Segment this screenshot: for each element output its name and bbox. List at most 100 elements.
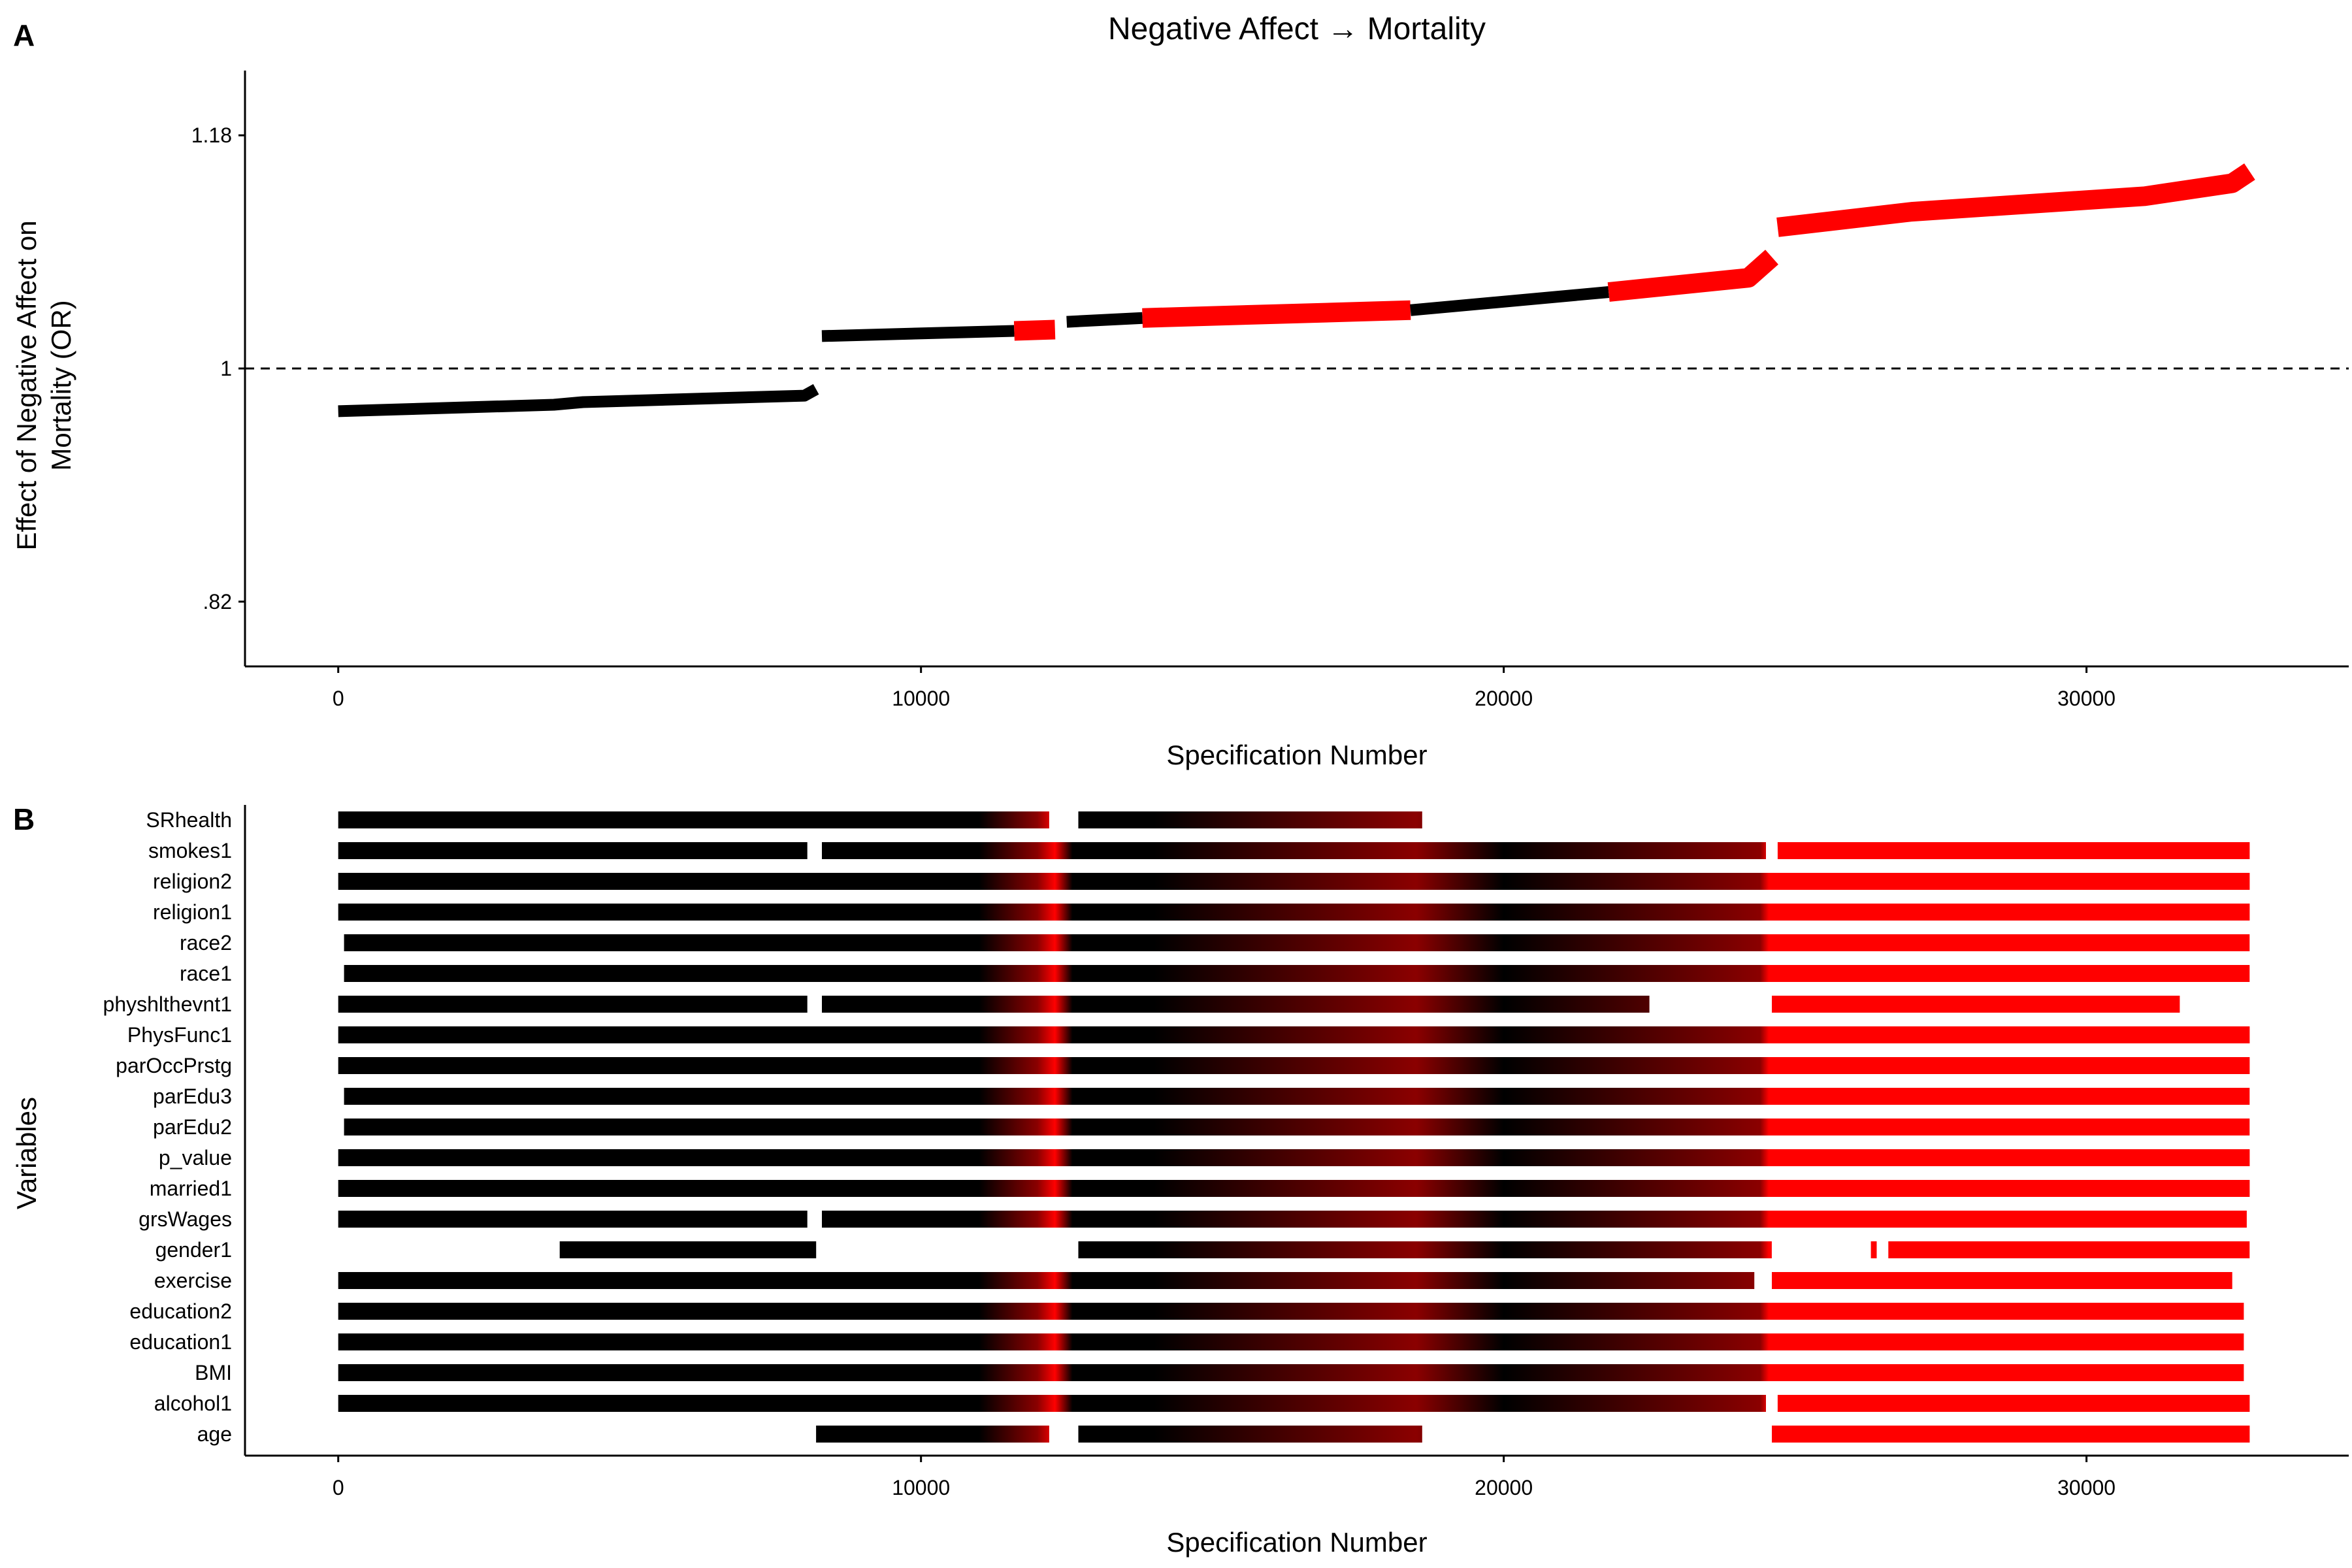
variable-segment bbox=[559, 1241, 817, 1258]
y-tick-label: .82 bbox=[203, 590, 232, 613]
variable-label: alcohol1 bbox=[154, 1392, 232, 1415]
panel-a-y-axis-title-line2: Mortality (OR) bbox=[46, 300, 76, 470]
variable-segment bbox=[338, 1303, 2244, 1320]
variable-segment bbox=[338, 1395, 1767, 1412]
variable-label: race1 bbox=[180, 962, 232, 985]
panel-b-x-ticks: 0 10000 20000 30000 bbox=[333, 1456, 2115, 1499]
variable-segment bbox=[338, 1272, 1755, 1289]
variable-label: physhlthevnt1 bbox=[103, 992, 232, 1016]
variable-segment bbox=[1777, 1395, 2250, 1412]
variable-segment bbox=[338, 904, 2250, 921]
variable-label: grsWages bbox=[139, 1207, 232, 1231]
x-tick-label: 20000 bbox=[1475, 1476, 1533, 1499]
x-tick-label: 10000 bbox=[892, 1476, 950, 1499]
variable-row: race2 bbox=[180, 931, 2250, 955]
variable-segment bbox=[338, 996, 808, 1013]
variable-segment bbox=[338, 1026, 2250, 1043]
x-tick-label: 20000 bbox=[1475, 687, 1533, 710]
variable-segment bbox=[822, 1211, 2247, 1228]
panel-a-y-ticks: .82 1 1.18 bbox=[191, 123, 245, 613]
series-line-red bbox=[1776, 163, 2255, 237]
series-line-black bbox=[1410, 286, 1610, 316]
variable-segment bbox=[1772, 1426, 2250, 1443]
variable-label: education2 bbox=[129, 1299, 232, 1323]
series-line-red bbox=[1142, 300, 1411, 328]
variable-label: exercise bbox=[154, 1269, 232, 1292]
series-line-red bbox=[1013, 319, 1056, 341]
panel-a-x-ticks: 0 10000 20000 30000 bbox=[333, 666, 2115, 710]
variable-row: SRhealth bbox=[146, 808, 1422, 832]
variable-label: education1 bbox=[129, 1330, 232, 1354]
variable-segment bbox=[338, 1364, 2244, 1381]
variable-segment bbox=[344, 1088, 2250, 1105]
panel-a-y-axis-title-line1: Effect of Negative Affect on bbox=[11, 220, 42, 550]
panel-a-label: A bbox=[13, 18, 35, 52]
variable-label: religion1 bbox=[153, 900, 232, 924]
variable-segment bbox=[338, 1333, 2244, 1350]
variable-segment bbox=[1777, 842, 2250, 859]
variable-segment bbox=[822, 842, 1766, 859]
x-tick-label: 10000 bbox=[892, 687, 950, 710]
x-tick-label: 0 bbox=[333, 687, 344, 710]
variable-label: BMI bbox=[195, 1361, 232, 1384]
variable-row: age bbox=[197, 1422, 2250, 1446]
variable-segment bbox=[1078, 1426, 1422, 1443]
variable-segment bbox=[1870, 1241, 1877, 1258]
chart-title: Negative Affect → Mortality bbox=[1108, 12, 1486, 46]
y-tick-label: 1 bbox=[220, 357, 232, 380]
variable-segment bbox=[338, 1057, 2250, 1074]
variable-row: education1 bbox=[129, 1330, 2244, 1354]
panel-b-variables: B Variables Specification Number 0 10000 2… bbox=[11, 802, 2349, 1558]
variable-row: religion2 bbox=[153, 870, 2250, 893]
variable-row: PhysFunc1 bbox=[127, 1023, 2250, 1047]
variable-segment bbox=[338, 811, 1049, 828]
variable-segment bbox=[338, 1180, 2250, 1197]
variable-segment bbox=[338, 873, 2250, 890]
variable-row: alcohol1 bbox=[154, 1392, 2250, 1415]
variable-segment bbox=[338, 1211, 808, 1228]
variable-label: race2 bbox=[180, 931, 232, 955]
variable-row: race1 bbox=[180, 962, 2250, 985]
variable-segment bbox=[1078, 811, 1422, 828]
variable-segment bbox=[816, 1426, 1049, 1443]
variable-label: age bbox=[197, 1422, 232, 1446]
variable-row: religion1 bbox=[153, 900, 2250, 924]
panel-b-y-axis-title: Variables bbox=[11, 1097, 42, 1209]
variable-label: gender1 bbox=[155, 1238, 232, 1262]
variable-segment bbox=[1772, 1272, 2232, 1289]
variable-row: grsWages bbox=[139, 1207, 2247, 1231]
variable-segment bbox=[1888, 1241, 2250, 1258]
y-tick-label: 1.18 bbox=[191, 123, 232, 147]
variable-row: gender1 bbox=[155, 1238, 2250, 1262]
variable-label: parOccPrstg bbox=[116, 1054, 232, 1077]
panel-a-series-group bbox=[338, 163, 2255, 417]
variable-segment bbox=[1772, 996, 2180, 1013]
variable-segment bbox=[344, 965, 2250, 982]
variable-row: BMI bbox=[195, 1361, 2244, 1384]
panel-b-label: B bbox=[13, 802, 35, 836]
x-tick-label: 0 bbox=[333, 1476, 344, 1499]
panel-a-or-curve: A Negative Affect → Mortality Effect of … bbox=[11, 12, 2349, 770]
variable-label: parEdu3 bbox=[153, 1085, 232, 1108]
series-line-black bbox=[338, 384, 819, 417]
panel-a-x-axis-title: Specification Number bbox=[1166, 740, 1427, 770]
variable-row: education2 bbox=[129, 1299, 2244, 1323]
series-line-black bbox=[1066, 312, 1143, 328]
variable-label: married1 bbox=[150, 1177, 232, 1200]
variable-row: parEdu2 bbox=[153, 1115, 2250, 1139]
variable-segment bbox=[1078, 1241, 1772, 1258]
variable-segment bbox=[344, 1119, 2250, 1135]
variable-label: smokes1 bbox=[148, 839, 232, 862]
variable-segment bbox=[338, 842, 808, 859]
variable-row: physhlthevnt1 bbox=[103, 992, 2180, 1016]
variable-segment bbox=[822, 996, 1650, 1013]
variable-label: parEdu2 bbox=[153, 1115, 232, 1139]
series-line-black bbox=[821, 325, 1015, 342]
variable-row: smokes1 bbox=[148, 839, 2250, 862]
x-tick-label: 30000 bbox=[2057, 1476, 2115, 1499]
variable-row: parEdu3 bbox=[153, 1085, 2250, 1108]
x-tick-label: 30000 bbox=[2057, 687, 2115, 710]
variable-label: religion2 bbox=[153, 870, 232, 893]
panel-b-variable-rows: SRhealth smokes1 religion2 religion1 race2 ra… bbox=[103, 808, 2250, 1446]
variable-segment bbox=[344, 934, 2250, 951]
